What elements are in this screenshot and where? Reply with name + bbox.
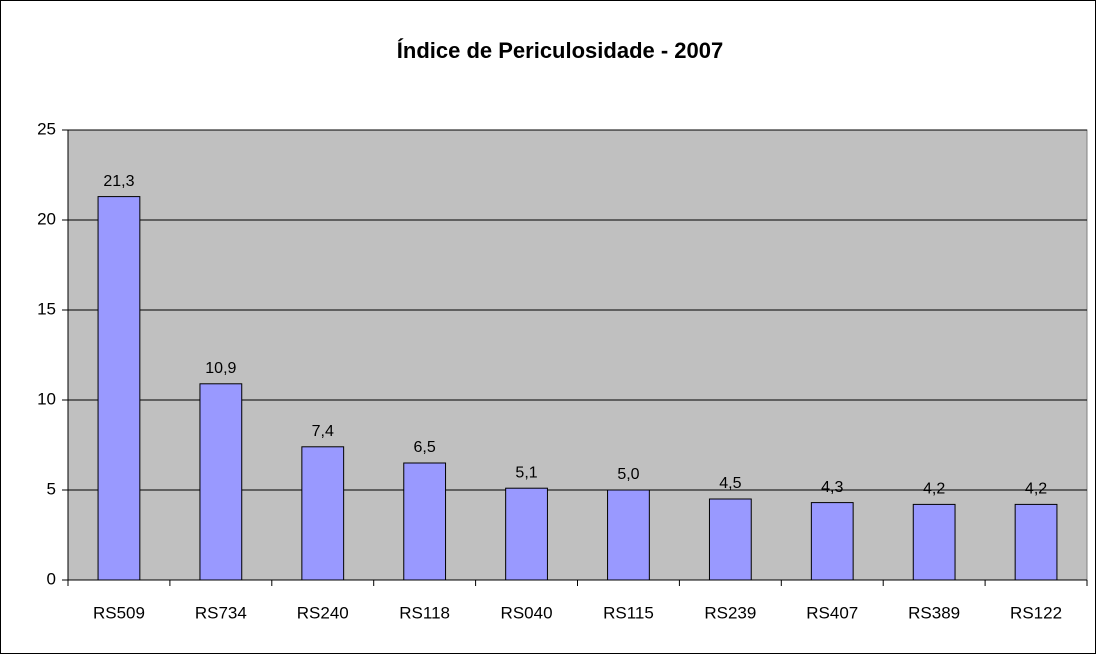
y-tick-label: 0 <box>47 569 56 588</box>
x-tick-label: RS240 <box>297 603 349 622</box>
value-label: 4,2 <box>923 481 945 498</box>
y-tick-label: 25 <box>37 119 56 138</box>
x-tick-label: RS407 <box>806 603 858 622</box>
y-tick-label: 15 <box>37 299 56 318</box>
value-label: 5,0 <box>617 466 639 483</box>
x-tick-label: RS040 <box>501 603 553 622</box>
value-label: 7,4 <box>312 423 334 440</box>
bar <box>810 502 854 581</box>
x-tick-label: RS118 <box>399 603 450 622</box>
bar <box>301 446 345 581</box>
value-label: 6,5 <box>414 439 436 456</box>
x-tick-label: RS389 <box>908 603 960 622</box>
y-tick-label: 5 <box>47 479 56 498</box>
value-label: 10,9 <box>205 360 236 377</box>
x-tick-label: RS509 <box>93 603 145 622</box>
bar <box>97 196 141 581</box>
bar <box>505 487 548 581</box>
y-tick-label: 10 <box>37 389 56 408</box>
chart-title: Índice de Periculosidade - 2007 <box>397 38 723 63</box>
value-label: 21,3 <box>103 173 134 190</box>
value-label: 4,3 <box>821 479 843 496</box>
x-tick-label: RS239 <box>704 603 756 622</box>
bar <box>1014 503 1058 581</box>
y-tick-label: 20 <box>37 209 56 228</box>
x-tick-label: RS122 <box>1010 603 1062 622</box>
bar <box>607 489 650 581</box>
bar <box>708 498 752 581</box>
value-label: 4,2 <box>1025 481 1047 498</box>
x-tick-label: RS734 <box>195 603 247 622</box>
bar <box>912 503 956 581</box>
bar <box>403 462 447 581</box>
bar <box>199 383 243 581</box>
value-label: 5,1 <box>515 464 537 481</box>
value-label: 4,5 <box>719 475 741 492</box>
x-tick-label: RS115 <box>603 603 654 622</box>
